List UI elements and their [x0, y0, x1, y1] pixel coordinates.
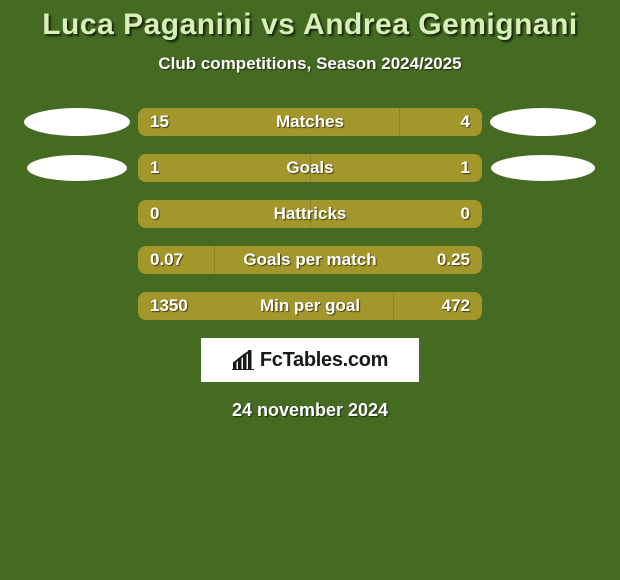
bar-fill-left: [138, 108, 399, 136]
stat-row: 1350 Min per goal 472: [0, 292, 620, 320]
subtitle: Club competitions, Season 2024/2025: [0, 54, 620, 74]
stat-row: 0 Hattricks 0: [0, 200, 620, 228]
stat-bar: 1 Goals 1: [138, 154, 482, 182]
bar-seam: [399, 108, 400, 136]
comparison-infographic: Luca Paganini vs Andrea Gemignani Club c…: [0, 0, 620, 580]
stat-bar: 0 Hattricks 0: [138, 200, 482, 228]
chart-icon: [232, 350, 254, 370]
source-badge-text: FcTables.com: [260, 349, 388, 372]
stat-bar: 1350 Min per goal 472: [138, 292, 482, 320]
stat-row: 1 Goals 1: [0, 154, 620, 182]
right-value: 0.25: [437, 250, 470, 270]
bar-seam: [214, 246, 215, 274]
player-marker-left: [27, 155, 127, 181]
left-value: 15: [150, 112, 169, 132]
bar-fill-left: [138, 154, 310, 182]
left-value: 0: [150, 204, 159, 224]
stat-bar: 15 Matches 4: [138, 108, 482, 136]
right-ellipse-slot: [482, 108, 604, 136]
left-value: 1350: [150, 296, 188, 316]
stat-label: Hattricks: [274, 204, 347, 224]
stat-label: Goals per match: [243, 250, 376, 270]
right-ellipse-slot: [482, 155, 604, 181]
right-value: 0: [461, 204, 470, 224]
stat-row: 15 Matches 4: [0, 108, 620, 136]
stat-label: Min per goal: [260, 296, 360, 316]
bar-seam: [393, 292, 394, 320]
page-title: Luca Paganini vs Andrea Gemignani: [0, 0, 620, 42]
right-value: 472: [442, 296, 470, 316]
left-ellipse-slot: [16, 155, 138, 181]
right-value: 1: [461, 158, 470, 178]
player-marker-right: [491, 155, 595, 181]
player-marker-left: [24, 108, 130, 136]
left-value: 1: [150, 158, 159, 178]
right-value: 4: [461, 112, 470, 132]
stat-row: 0.07 Goals per match 0.25: [0, 246, 620, 274]
stat-label: Goals: [286, 158, 333, 178]
stat-bar: 0.07 Goals per match 0.25: [138, 246, 482, 274]
date-text: 24 november 2024: [0, 400, 620, 421]
left-ellipse-slot: [16, 108, 138, 136]
stat-label: Matches: [276, 112, 344, 132]
source-badge: FcTables.com: [201, 338, 419, 382]
stat-rows: 15 Matches 4 1 Goals 1 0 Hattricks 0 0.07 Goals pe…: [0, 108, 620, 320]
left-value: 0.07: [150, 250, 183, 270]
player-marker-right: [490, 108, 596, 136]
